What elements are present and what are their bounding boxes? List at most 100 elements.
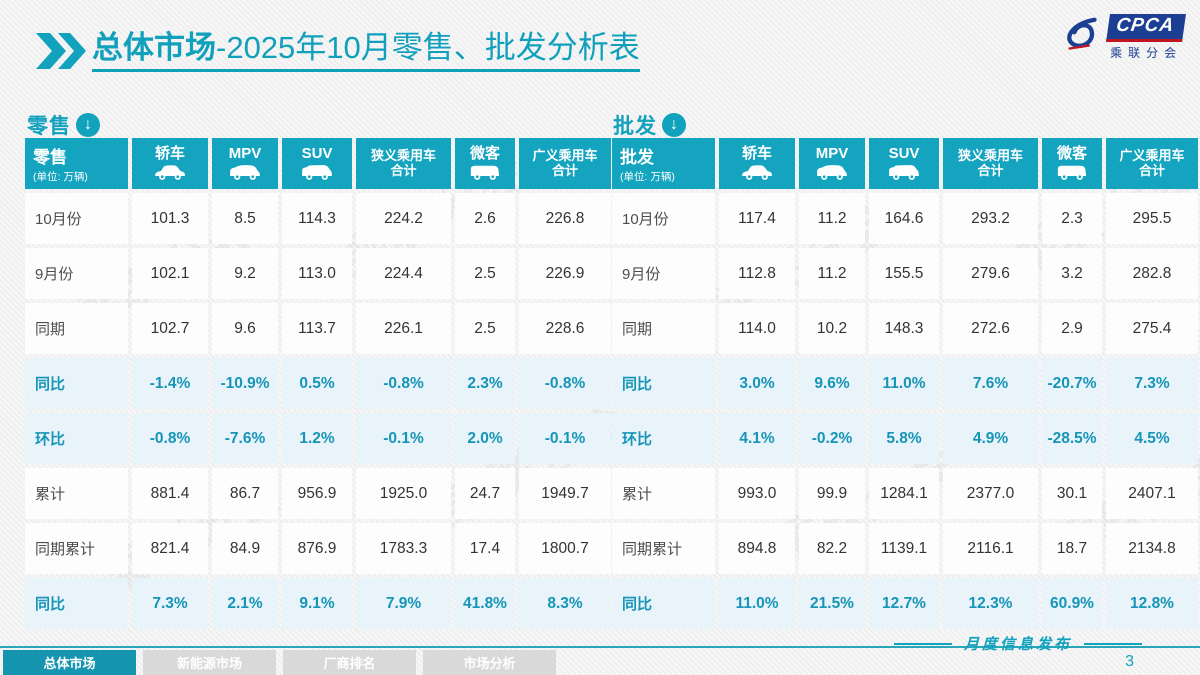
table-cell: 7.9% [356,578,451,629]
footer-divider [0,646,1200,648]
table-cell: 11.2 [799,248,865,299]
row-label: 累计 [612,468,715,519]
column-header: 广义乘用车 合计 [519,138,611,189]
table-cell: 155.5 [869,248,939,299]
table-cell: 275.4 [1106,303,1198,354]
table-cell: 10.2 [799,303,865,354]
table-cell: 226.8 [519,193,611,244]
table-cell: 7.3% [132,578,208,629]
table-cell: 228.6 [519,303,611,354]
table-cell: 12.3% [943,578,1038,629]
row-label: 10月份 [25,193,128,244]
table-cell: 148.3 [869,303,939,354]
suv-icon [889,165,919,181]
down-arrow-icon: ↓ [76,113,100,137]
wholesale-section-label: 批发 ↓ [613,110,686,140]
title-bar: 总体市场-2025年10月零售、批发分析表 [34,30,640,72]
table-cell: 1925.0 [356,468,451,519]
table-cell: -0.8% [356,358,451,409]
table-cell: 2.3% [455,358,515,409]
mpv-icon [817,165,847,181]
corner-unit: (单位: 万辆) [620,171,675,183]
row-label: 环比 [25,413,128,464]
table-cell: 7.3% [1106,358,1198,409]
table-cell: 2.6 [455,193,515,244]
table-cell: 4.9% [943,413,1038,464]
table-cell: 3.0% [719,358,795,409]
column-header: MPV [212,138,278,189]
table-cell: 114.0 [719,303,795,354]
sedan-icon [155,165,185,181]
table-cell: -28.5% [1042,413,1102,464]
table-cell: 2407.1 [1106,468,1198,519]
table-cell: 9.6 [212,303,278,354]
down-arrow-icon: ↓ [662,113,686,137]
table-cell: 1783.3 [356,523,451,574]
column-header: 微客 [1042,138,1102,189]
table-cell: -0.1% [519,413,611,464]
tab-厂商排名[interactable]: 厂商排名 [283,650,416,675]
row-label: 同期累计 [25,523,128,574]
table-cell: 2.3 [1042,193,1102,244]
mpv-icon [230,165,260,181]
suv-icon [302,165,332,181]
table-cell: -1.4% [132,358,208,409]
table-cell: 224.2 [356,193,451,244]
retail-section-title: 零售 [27,115,71,138]
table-cell: 956.9 [282,468,352,519]
row-label: 9月份 [612,248,715,299]
table-cell: 1800.7 [519,523,611,574]
table-cell: 5.8% [869,413,939,464]
row-label: 环比 [612,413,715,464]
table-cell: -0.8% [519,358,611,409]
table-cell: 84.9 [212,523,278,574]
table-cell: 8.3% [519,578,611,629]
table-cell: 1284.1 [869,468,939,519]
table-cell: 2.1% [212,578,278,629]
table-cell: 11.2 [799,193,865,244]
tab-总体市场[interactable]: 总体市场 [3,650,136,675]
table-cell: 2.0% [455,413,515,464]
page-number: 3 [1125,653,1134,670]
table-cell: 4.1% [719,413,795,464]
table-cell: 1949.7 [519,468,611,519]
table-cell: 11.0% [869,358,939,409]
table-cell: -0.2% [799,413,865,464]
table-cell: 21.5% [799,578,865,629]
double-chevron-icon [36,32,86,69]
corner-unit: (单位: 万辆) [33,171,88,183]
table-cell: 12.8% [1106,578,1198,629]
table-cell: 1.2% [282,413,352,464]
table-cell: -7.6% [212,413,278,464]
column-header: SUV [282,138,352,189]
wholesale-table: 批发 (单位: 万辆) 轿车 MPV SUV 狭义乘用车 合计 微客 广义乘用车 合计 10… [612,138,1198,629]
table-corner-header: 零售 (单位: 万辆) [25,138,128,189]
table-cell: 2377.0 [943,468,1038,519]
table-cell: 279.6 [943,248,1038,299]
table-cell: 113.7 [282,303,352,354]
row-label: 同比 [25,578,128,629]
table-cell: -10.9% [212,358,278,409]
table-cell: 3.2 [1042,248,1102,299]
table-cell: -0.1% [356,413,451,464]
tab-新能源市场[interactable]: 新能源市场 [143,650,276,675]
table-cell: 102.1 [132,248,208,299]
wholesale-section-title: 批发 [613,115,657,138]
table-cell: 293.2 [943,193,1038,244]
retail-table: 零售 (单位: 万辆) 轿车 MPV SUV 狭义乘用车 合计 微客 广义乘用车 合计 10… [25,138,611,629]
cpca-logo-text: CPCA 乘联分会 [1106,14,1186,61]
table-cell: 993.0 [719,468,795,519]
table-cell: 272.6 [943,303,1038,354]
table-cell: 1139.1 [869,523,939,574]
release-note-text: 月度信息发布 [963,637,1072,653]
page-title: 总体市场-2025年10月零售、批发分析表 [92,30,640,72]
table-cell: 2.5 [455,248,515,299]
row-label: 同期累计 [612,523,715,574]
table-cell: 99.9 [799,468,865,519]
column-header: 微客 [455,138,515,189]
tab-市场分析[interactable]: 市场分析 [423,650,556,675]
table-cell: 226.1 [356,303,451,354]
table-cell: 164.6 [869,193,939,244]
table-cell: 881.4 [132,468,208,519]
